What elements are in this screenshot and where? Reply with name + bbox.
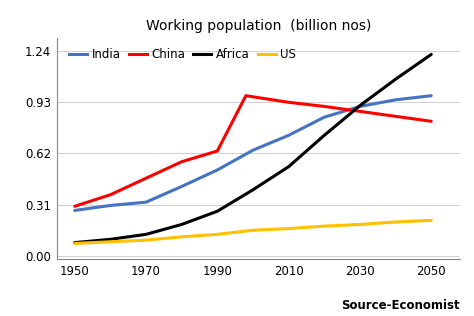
India <box>179 185 184 188</box>
Africa <box>214 210 220 213</box>
China <box>243 94 249 98</box>
China <box>357 109 363 113</box>
India <box>321 115 327 119</box>
Line: US: US <box>75 220 431 243</box>
Africa <box>250 188 256 192</box>
India <box>214 168 220 172</box>
Africa <box>357 104 363 107</box>
Africa <box>321 133 327 137</box>
US <box>214 233 220 236</box>
US <box>393 220 399 224</box>
US <box>72 241 78 245</box>
China <box>286 100 292 104</box>
India <box>393 98 399 102</box>
India <box>250 148 256 152</box>
China <box>321 105 327 108</box>
India <box>428 94 434 98</box>
Title: Working population  (billion nos): Working population (billion nos) <box>146 19 371 33</box>
US <box>250 228 256 232</box>
India <box>286 133 292 137</box>
China <box>393 114 399 118</box>
Africa <box>143 233 149 236</box>
US <box>428 218 434 222</box>
US <box>321 224 327 228</box>
US <box>143 238 149 242</box>
Line: China: China <box>75 96 431 206</box>
Africa <box>179 222 184 226</box>
Africa <box>428 52 434 56</box>
India <box>143 200 149 204</box>
Africa <box>72 241 78 245</box>
India <box>357 105 363 108</box>
China <box>72 204 78 208</box>
China <box>143 176 149 180</box>
Africa <box>286 165 292 168</box>
US <box>357 222 363 226</box>
Africa <box>393 77 399 81</box>
Line: Africa: Africa <box>75 54 431 243</box>
Legend: India, China, Africa, US: India, China, Africa, US <box>67 46 299 64</box>
China <box>179 160 184 164</box>
Text: Source-Economist: Source-Economist <box>341 299 460 312</box>
Line: India: India <box>75 96 431 210</box>
US <box>108 240 113 244</box>
India <box>108 204 113 207</box>
India <box>72 209 78 212</box>
US <box>286 227 292 230</box>
China <box>428 119 434 123</box>
Africa <box>108 237 113 241</box>
China <box>108 193 113 197</box>
US <box>179 235 184 239</box>
China <box>214 149 220 153</box>
